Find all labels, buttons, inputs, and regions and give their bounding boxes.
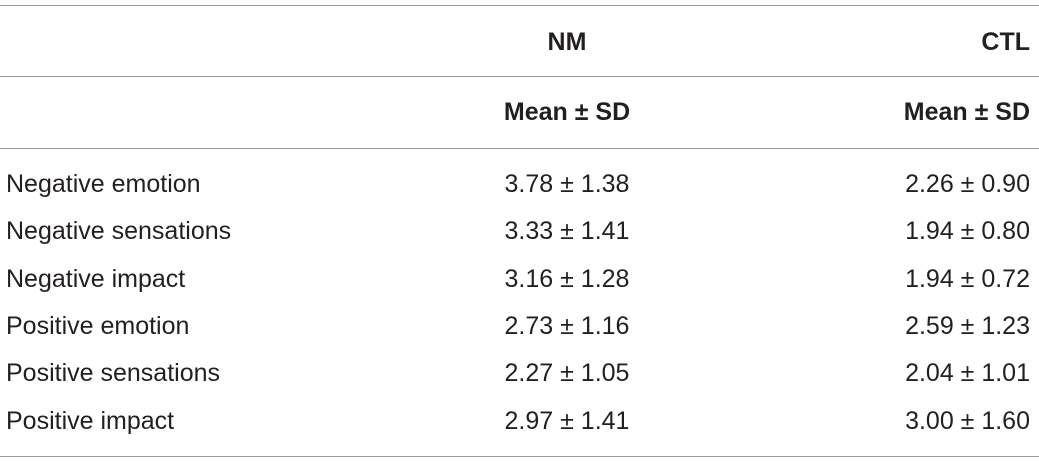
row-label: Negative emotion <box>6 170 201 198</box>
cell: 2.73 ± 1.16 <box>504 311 630 340</box>
row-label: Positive emotion <box>6 311 190 340</box>
cell: 3.00 ± 1.60 <box>905 406 1030 435</box>
bottom-rule <box>0 456 1039 457</box>
header-rule <box>0 148 1039 149</box>
cell: 2.97 ± 1.41 <box>504 406 630 435</box>
cell: 2.59 ± 1.23 <box>905 311 1030 340</box>
cell: 2.26 ± 0.90 <box>905 170 1030 198</box>
row-label: Negative impact <box>6 264 186 293</box>
cell: 3.78 ± 1.38 <box>504 170 630 198</box>
cell: 1.94 ± 0.72 <box>905 264 1030 293</box>
mid-rule <box>0 76 1039 77</box>
cell: 2.27 ± 1.05 <box>504 359 630 388</box>
row-label: Negative sensations <box>6 217 232 246</box>
row-label: Positive impact <box>6 406 175 435</box>
stat-header: Mean ± SD <box>503 98 631 126</box>
top-rule <box>0 5 1039 6</box>
cell: 2.04 ± 1.01 <box>905 359 1030 388</box>
row-label: Positive sensations <box>6 359 221 388</box>
group-header: NM <box>547 28 587 56</box>
cell: 3.16 ± 1.28 <box>504 264 630 293</box>
cell: 3.33 ± 1.41 <box>504 217 630 246</box>
stat-header: Mean ± SD <box>903 98 1030 126</box>
cell: 1.94 ± 0.80 <box>905 217 1030 246</box>
group-header: CTL <box>981 28 1030 56</box>
